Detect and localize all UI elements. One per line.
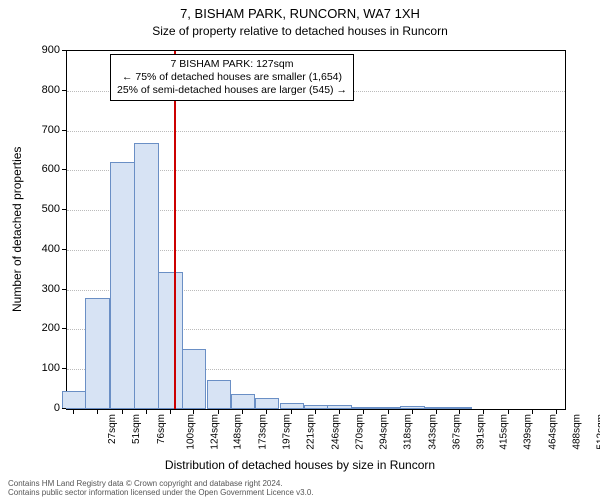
annotation-line-3: 25% of semi-detached houses are larger (… — [117, 84, 347, 97]
xtick-label: 76sqm — [156, 414, 167, 444]
xtick-mark — [266, 410, 267, 414]
annotation-line-1: 7 BISHAM PARK: 127sqm — [117, 58, 347, 71]
xtick-label: 343sqm — [427, 414, 438, 450]
histogram-bar — [304, 405, 328, 409]
xtick-label: 51sqm — [131, 414, 142, 444]
reference-line — [174, 51, 176, 409]
footer-attribution: Contains HM Land Registry data © Crown c… — [8, 480, 314, 498]
ytick-mark — [62, 408, 66, 409]
xtick-label: 391sqm — [475, 414, 486, 450]
xtick-mark — [388, 410, 389, 414]
ytick-mark — [62, 249, 66, 250]
xtick-mark — [459, 410, 460, 414]
ytick-mark — [62, 130, 66, 131]
histogram-bar — [255, 398, 279, 409]
ytick-mark — [62, 209, 66, 210]
histogram-bar — [400, 406, 424, 409]
xtick-mark — [508, 410, 509, 414]
xtick-mark — [291, 410, 292, 414]
ytick-label: 0 — [10, 402, 60, 414]
ytick-label: 900 — [10, 44, 60, 56]
ytick-label: 600 — [10, 163, 60, 175]
histogram-bar — [62, 391, 86, 409]
xtick-mark — [339, 410, 340, 414]
xtick-mark — [532, 410, 533, 414]
xtick-label: 246sqm — [331, 414, 342, 450]
xtick-label: 439sqm — [523, 414, 534, 450]
histogram-bar — [182, 349, 206, 409]
xtick-mark — [242, 410, 243, 414]
xtick-label: 415sqm — [499, 414, 510, 450]
xtick-label: 512sqm — [596, 414, 600, 450]
ytick-label: 100 — [10, 362, 60, 374]
xtick-mark — [412, 410, 413, 414]
ytick-mark — [62, 90, 66, 91]
histogram-bar — [207, 380, 231, 409]
plot-area — [66, 50, 566, 410]
ytick-label: 400 — [10, 243, 60, 255]
ytick-label: 800 — [10, 84, 60, 96]
histogram-bar — [351, 407, 375, 409]
xtick-mark — [315, 410, 316, 414]
histogram-bar — [376, 407, 400, 409]
annotation-box: 7 BISHAM PARK: 127sqm ← 75% of detached … — [110, 54, 354, 101]
histogram-bar — [448, 407, 472, 409]
x-axis-label: Distribution of detached houses by size … — [0, 458, 600, 472]
xtick-mark — [170, 410, 171, 414]
histogram-bar — [134, 143, 158, 410]
annotation-line-2: ← 75% of detached houses are smaller (1,… — [117, 71, 347, 84]
chart-title: 7, BISHAM PARK, RUNCORN, WA7 1XH — [0, 6, 600, 21]
xtick-label: 124sqm — [209, 414, 220, 450]
ytick-label: 300 — [10, 283, 60, 295]
histogram-bar — [231, 394, 255, 409]
xtick-mark — [97, 410, 98, 414]
footer-line-2: Contains public sector information licen… — [8, 489, 314, 498]
xtick-mark — [193, 410, 194, 414]
chart-container: 7, BISHAM PARK, RUNCORN, WA7 1XH Size of… — [0, 0, 600, 500]
gridline — [67, 131, 565, 132]
ytick-label: 500 — [10, 203, 60, 215]
xtick-mark — [556, 410, 557, 414]
histogram-bar — [158, 272, 182, 409]
chart-subtitle: Size of property relative to detached ho… — [0, 24, 600, 38]
xtick-mark — [122, 410, 123, 414]
xtick-mark — [363, 410, 364, 414]
xtick-label: 27sqm — [107, 414, 118, 444]
xtick-label: 270sqm — [355, 414, 366, 450]
xtick-mark — [146, 410, 147, 414]
xtick-label: 464sqm — [548, 414, 559, 450]
ytick-mark — [62, 289, 66, 290]
xtick-label: 367sqm — [451, 414, 462, 450]
xtick-mark — [73, 410, 74, 414]
histogram-bar — [280, 403, 304, 409]
xtick-label: 488sqm — [572, 414, 583, 450]
xtick-label: 197sqm — [282, 414, 293, 450]
histogram-bar — [327, 405, 351, 409]
histogram-bar — [424, 407, 448, 409]
histogram-bar — [110, 162, 134, 409]
ytick-mark — [62, 50, 66, 51]
xtick-mark — [436, 410, 437, 414]
xtick-label: 100sqm — [185, 414, 196, 450]
ytick-mark — [62, 169, 66, 170]
xtick-mark — [483, 410, 484, 414]
xtick-label: 294sqm — [378, 414, 389, 450]
xtick-label: 318sqm — [402, 414, 413, 450]
ytick-label: 200 — [10, 322, 60, 334]
xtick-label: 148sqm — [233, 414, 244, 450]
histogram-bar — [85, 298, 109, 409]
xtick-label: 221sqm — [306, 414, 317, 450]
xtick-label: 173sqm — [258, 414, 269, 450]
ytick-mark — [62, 328, 66, 329]
xtick-mark — [218, 410, 219, 414]
ytick-label: 700 — [10, 124, 60, 136]
ytick-mark — [62, 368, 66, 369]
